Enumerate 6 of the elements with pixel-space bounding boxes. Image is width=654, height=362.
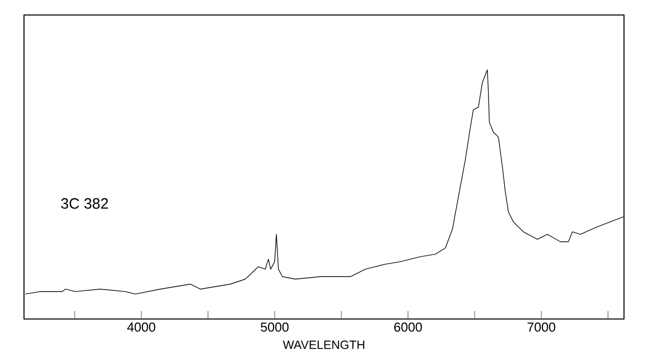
annotation: 3C 382 [61,198,108,209]
x-axis-title: WAVELENGTH [282,340,364,349]
x-tick-label: 5000 [260,322,289,332]
x-tick-label: 4000 [127,322,156,332]
x-tick-label: 7000 [528,322,556,332]
x-tick-label: 6000 [394,322,422,332]
